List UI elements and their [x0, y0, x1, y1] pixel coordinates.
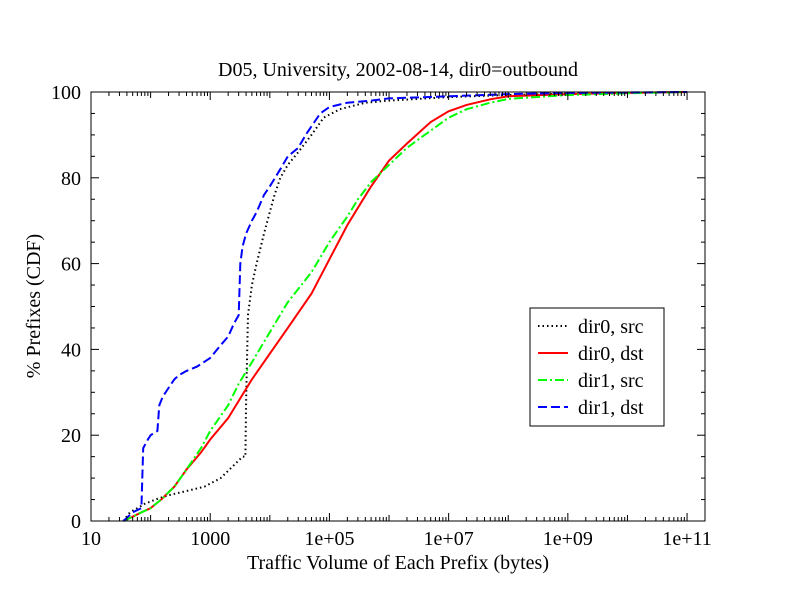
series-line-3 — [122, 91, 688, 522]
plot-lines — [122, 91, 688, 522]
x-tick-label: 1e+09 — [543, 528, 593, 550]
axis-ticks — [90, 91, 706, 522]
y-tick-label: 60 — [61, 254, 81, 276]
x-tick-label: 1e+07 — [424, 528, 474, 550]
chart-title: D05, University, 2002-08-14, dir0=outbou… — [218, 59, 578, 81]
legend-label: dir1, dst — [578, 397, 644, 419]
x-axis-label: Traffic Volume of Each Prefix (bytes) — [247, 552, 549, 574]
axis-tick-labels: 10 1000 1e+05 1e+07 1e+09 1e+11 0 20 40 60 80 100 — [51, 82, 712, 550]
y-tick-label: 40 — [61, 339, 81, 361]
y-tick-label: 20 — [61, 425, 81, 447]
legend: dir0, src dir0, dst dir1, src dir1, dst — [529, 307, 665, 427]
series-line-1 — [122, 91, 688, 522]
series-line-4 — [122, 91, 688, 522]
x-tick-label: 1e+11 — [662, 528, 711, 550]
x-tick-label: 1e+05 — [304, 528, 354, 550]
x-tick-label: 10 — [81, 528, 101, 550]
y-axis-label: % Prefixes (CDF) — [23, 234, 45, 378]
x-tick-label: 1000 — [190, 528, 230, 550]
series-line-2 — [122, 91, 688, 522]
legend-label: dir0, dst — [578, 343, 644, 365]
legend-label: dir1, src — [578, 370, 644, 392]
y-tick-label: 100 — [51, 82, 81, 104]
y-tick-label: 0 — [71, 511, 81, 533]
y-tick-label: 80 — [61, 168, 81, 190]
legend-label: dir0, src — [578, 316, 644, 338]
